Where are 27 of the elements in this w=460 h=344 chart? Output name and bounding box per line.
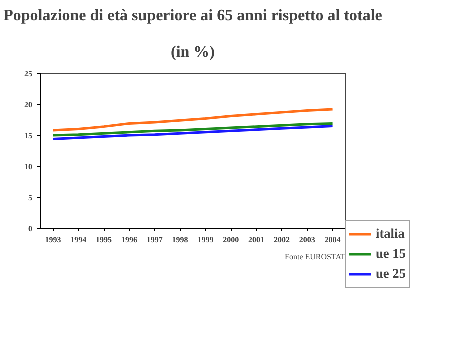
y-tick-label: 25	[24, 70, 32, 78]
line-series	[52, 122, 334, 137]
x-tick-label: 2003	[299, 236, 316, 244]
x-tick-label: 1995	[96, 236, 112, 244]
x-tick-label: 2000	[223, 236, 240, 244]
y-tick-label: 5	[28, 194, 32, 202]
x-tick-label: 1997	[146, 236, 163, 244]
x-tick-label: 1994	[70, 236, 87, 244]
chart-subtitle: (in %)	[171, 44, 215, 61]
line-series	[52, 108, 334, 132]
legend-label: italia	[376, 226, 405, 242]
x-tick-label: 1996	[121, 236, 138, 244]
x-tick-label: 2002	[274, 236, 290, 244]
x-tick-label: 1999	[198, 236, 214, 244]
line-series	[52, 124, 334, 140]
y-tick-label: 15	[24, 132, 32, 140]
legend-label: ue 15	[376, 246, 406, 262]
source-note: Fonte EUROSTAT	[285, 252, 346, 262]
y-tick-label: 0	[28, 224, 32, 234]
x-tick-label: 1993	[45, 236, 62, 244]
x-tick-label: 1998	[172, 236, 188, 244]
chart-title: Popolazione di età superiore ai 65 anni rispetto al totale	[4, 8, 382, 24]
y-tick-label: 10	[24, 162, 32, 172]
x-tick-label: 2004	[324, 236, 341, 244]
x-tick-label: 2001	[248, 236, 265, 244]
legend-label: ue 25	[376, 266, 406, 282]
y-tick-label: 20	[24, 100, 32, 110]
